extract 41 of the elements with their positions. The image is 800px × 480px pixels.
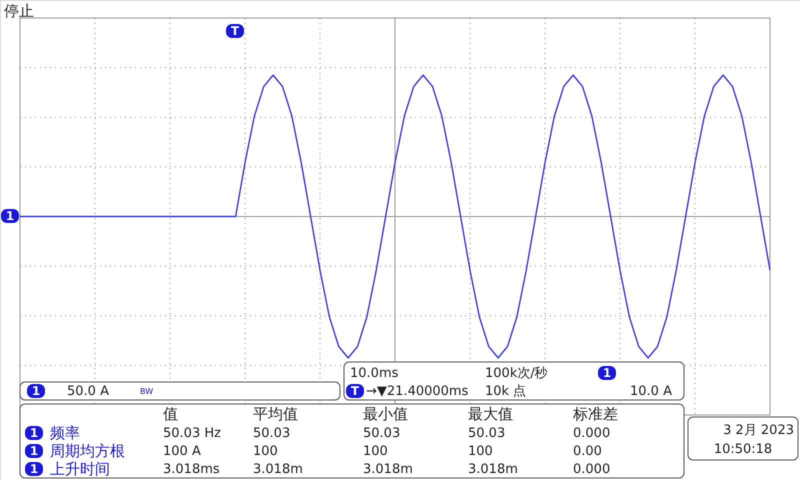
text: 3.018ms <box>163 462 220 477</box>
text: 3.018m <box>253 462 303 477</box>
text: 50.03 Hz <box>163 426 222 441</box>
text: T <box>230 24 240 38</box>
text: 0.00 <box>573 444 602 459</box>
text: BW <box>140 387 154 396</box>
text: 平均值 <box>253 405 298 423</box>
text: 100k次/秒 <box>485 366 548 381</box>
text: 最大值 <box>468 405 513 423</box>
text: 10.0ms <box>350 366 399 381</box>
text: 50.0 A <box>67 384 110 399</box>
text: 1 <box>6 209 14 223</box>
text: 3 2月 2023 <box>723 423 794 438</box>
text: 10:50:18 <box>714 442 772 457</box>
text: →▼21.40000ms <box>366 384 469 399</box>
text: 上升时间 <box>50 460 110 478</box>
text: 100 <box>253 444 278 459</box>
text: 0.000 <box>573 462 610 477</box>
text: 50.03 <box>363 426 400 441</box>
text: 值 <box>163 405 178 423</box>
text: 1 <box>30 462 38 476</box>
text: 100 A <box>163 444 201 459</box>
text: 10.0 A <box>630 384 672 399</box>
text: 1 <box>602 366 612 380</box>
text: 频率 <box>50 424 80 442</box>
text: 最小值 <box>363 405 408 423</box>
text: T <box>350 384 360 398</box>
text: 周期均方根 <box>50 442 125 460</box>
text: 1 <box>32 384 40 398</box>
text: 3.018m <box>363 462 413 477</box>
text: 50.03 <box>468 426 506 441</box>
text: 100 <box>363 444 388 459</box>
text: 100 <box>468 444 493 459</box>
text: 标准差 <box>572 405 618 423</box>
text: 1 <box>30 426 38 440</box>
chart-title: 停止 <box>4 2 34 20</box>
text: 50.03 <box>253 426 290 441</box>
text: 3.018m <box>468 462 518 477</box>
text: 10k 点 <box>485 384 526 399</box>
text: 1 <box>30 444 38 458</box>
text: 0.000 <box>573 426 610 441</box>
